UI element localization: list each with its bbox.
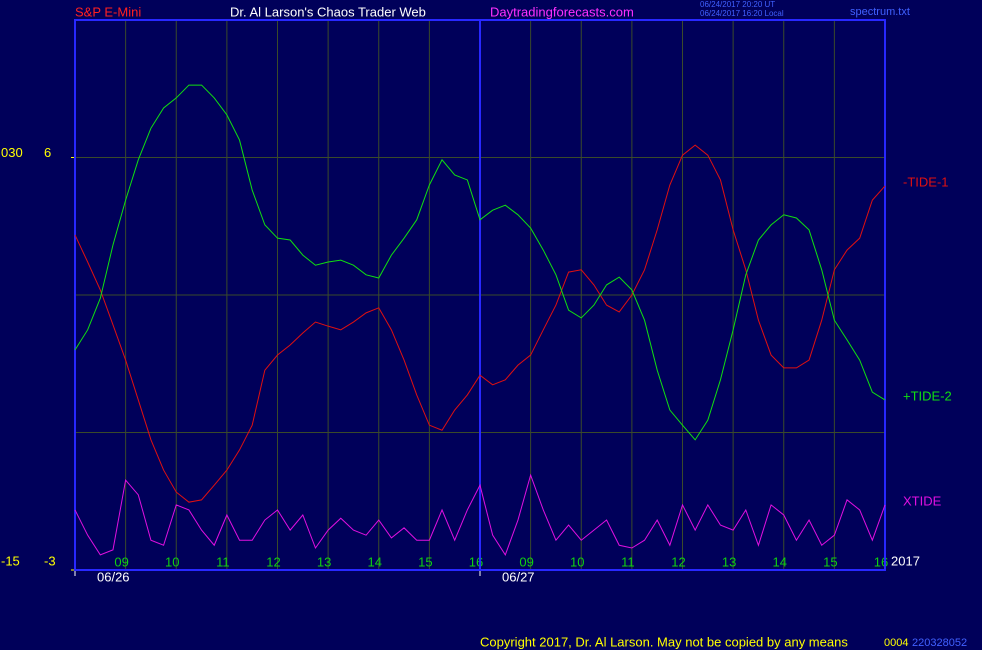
- day-label: 06/27: [502, 569, 535, 584]
- x-tick-label: 12: [266, 554, 280, 569]
- x-tick-label: 11: [621, 554, 635, 569]
- series-label: XTIDE: [903, 493, 942, 508]
- x-tick-label: 14: [773, 554, 787, 569]
- file-name: spectrum.txt: [850, 6, 910, 18]
- x-tick-label: 10: [165, 554, 179, 569]
- x-tick-label: 14: [368, 554, 382, 569]
- footer-code: 0004: [884, 637, 908, 649]
- day-label: 06/26: [97, 569, 130, 584]
- series-line: [74, 144, 886, 503]
- series-line: [74, 473, 886, 556]
- x-tick-label: 15: [418, 554, 432, 569]
- timestamp-local: 06/24/2017 16:20 Local: [700, 9, 784, 18]
- timestamp-ut: 06/24/2017 20:20 UT: [700, 0, 775, 9]
- x-tick-label: 12: [671, 554, 685, 569]
- x-tick-label: 15: [823, 554, 837, 569]
- series-label: +TIDE-2: [903, 388, 952, 403]
- x-tick-label: 13: [722, 554, 736, 569]
- symbol: S&P E-Mini: [75, 4, 141, 19]
- site-title: Dr. Al Larson's Chaos Trader Web: [230, 4, 426, 19]
- x-tick-label: 09: [114, 554, 128, 569]
- series-line: [74, 84, 886, 441]
- y-tick-label: -3: [44, 553, 56, 568]
- x-tick-label: 16: [469, 554, 483, 569]
- copyright: Copyright 2017, Dr. Al Larson. May not b…: [480, 634, 848, 649]
- y-tick-label: 6: [44, 145, 51, 160]
- x-tick-label: 11: [216, 554, 230, 569]
- x-tick-label: 10: [570, 554, 584, 569]
- site-url: Daytradingforecasts.com: [490, 4, 634, 19]
- footer-code: 220328052: [912, 637, 967, 649]
- series-label: -TIDE-1: [903, 174, 949, 189]
- y2-tick-label: 030: [1, 145, 23, 160]
- x-tick-label: 13: [317, 554, 331, 569]
- x-tick-label: 16: [874, 554, 888, 569]
- plot-border: [74, 19, 886, 571]
- x-tick-label: 09: [519, 554, 533, 569]
- y2-tick-label: -15: [1, 553, 20, 568]
- year-label: 2017: [891, 553, 920, 568]
